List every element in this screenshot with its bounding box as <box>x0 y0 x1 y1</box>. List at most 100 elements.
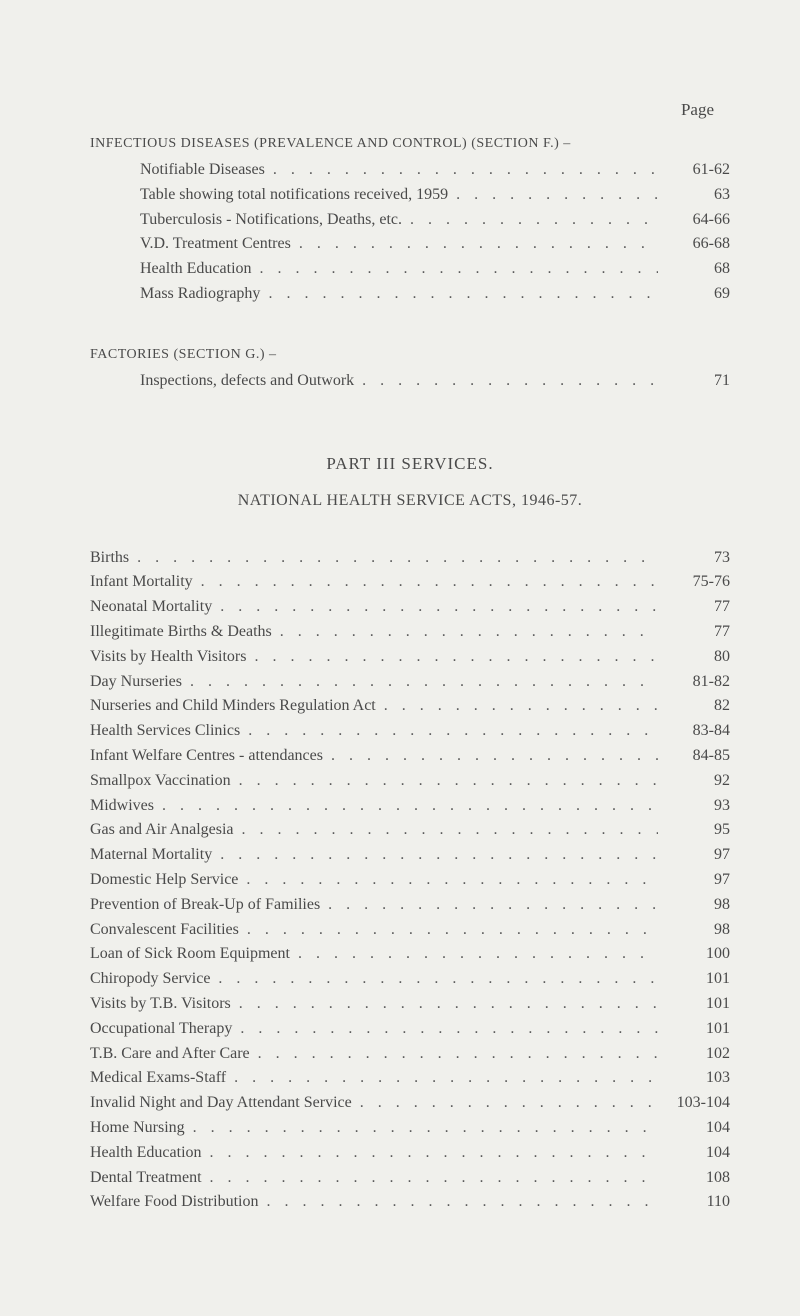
toc-dots: . . . . . . . . . . . . . . . . . . . . … <box>252 257 658 282</box>
toc-page: 98 <box>658 893 730 918</box>
toc-dots: . . . . . . . . . . . . . . . . . . . . … <box>226 1066 658 1091</box>
toc-entry: Loan of Sick Room Equipment. . . . . . .… <box>90 942 730 967</box>
toc-entry: T.B. Care and After Care. . . . . . . . … <box>90 1042 730 1067</box>
toc-title: Notifiable Diseases <box>140 158 265 183</box>
toc-entry: Table showing total notifications receiv… <box>90 183 730 208</box>
toc-dots: . . . . . . . . . . . . . . . . . . . . … <box>240 719 658 744</box>
toc-page: 97 <box>658 868 730 893</box>
toc-dots: . . . . . . . . . . . . . . . . . . . . … <box>193 570 658 595</box>
toc-dots: . . . . . . . . . . . . . . . . . . . . … <box>239 918 658 943</box>
part3-heading: PART III SERVICES. <box>90 454 730 474</box>
toc-dots: . . . . . . . . . . . . . . . . . . . . … <box>323 744 658 769</box>
toc-page: 103 <box>658 1066 730 1091</box>
toc-page: 95 <box>658 818 730 843</box>
toc-page: 77 <box>658 595 730 620</box>
toc-title: V.D. Treatment Centres <box>140 232 291 257</box>
toc-title: Mass Radiography <box>140 282 260 307</box>
toc-entry: Inspections, defects and Outwork. . . . … <box>90 369 730 394</box>
toc-entry: Visits by Health Visitors. . . . . . . .… <box>90 645 730 670</box>
toc-dots: . . . . . . . . . . . . . . . . . . . . … <box>250 1042 658 1067</box>
part3-entries: Births. . . . . . . . . . . . . . . . . … <box>90 546 730 1216</box>
toc-title: Gas and Air Analgesia <box>90 818 234 843</box>
toc-page: 100 <box>658 942 730 967</box>
toc-page: 101 <box>658 992 730 1017</box>
toc-title: Domestic Help Service <box>90 868 238 893</box>
toc-entry: Midwives. . . . . . . . . . . . . . . . … <box>90 794 730 819</box>
toc-title: Midwives <box>90 794 154 819</box>
toc-title: Health Education <box>140 257 252 282</box>
toc-entry: Prevention of Break-Up of Families. . . … <box>90 893 730 918</box>
toc-page: 61-62 <box>658 158 730 183</box>
toc-page: 103-104 <box>658 1091 730 1116</box>
toc-page: 92 <box>658 769 730 794</box>
toc-title: Home Nursing <box>90 1116 185 1141</box>
page-label: Page <box>90 100 730 120</box>
toc-dots: . . . . . . . . . . . . . . . . . . . . … <box>231 769 658 794</box>
toc-dots: . . . . . . . . . . . . . . . . . . . . … <box>212 595 658 620</box>
toc-title: T.B. Care and After Care <box>90 1042 250 1067</box>
toc-title: Convalescent Facilities <box>90 918 239 943</box>
toc-page: 84-85 <box>658 744 730 769</box>
toc-dots: . . . . . . . . . . . . . . . . . . . . … <box>246 645 658 670</box>
toc-title: Day Nurseries <box>90 670 182 695</box>
toc-page: 71 <box>658 369 730 394</box>
toc-page: 81-82 <box>658 670 730 695</box>
toc-title: Maternal Mortality <box>90 843 212 868</box>
toc-entry: Visits by T.B. Visitors. . . . . . . . .… <box>90 992 730 1017</box>
toc-title: Invalid Night and Day Attendant Service <box>90 1091 352 1116</box>
toc-title: Welfare Food Distribution <box>90 1190 258 1215</box>
toc-page: 93 <box>658 794 730 819</box>
toc-entry: Health Education. . . . . . . . . . . . … <box>90 257 730 282</box>
toc-entry: Births. . . . . . . . . . . . . . . . . … <box>90 546 730 571</box>
toc-entry: Notifiable Diseases. . . . . . . . . . .… <box>90 158 730 183</box>
toc-entry: Neonatal Mortality. . . . . . . . . . . … <box>90 595 730 620</box>
toc-title: Occupational Therapy <box>90 1017 232 1042</box>
toc-page: 97 <box>658 843 730 868</box>
toc-entry: Infant Welfare Centres - attendances. . … <box>90 744 730 769</box>
toc-dots: . . . . . . . . . . . . . . . . . . . . … <box>182 670 658 695</box>
toc-dots: . . . . . . . . . . . . . . . . . . . . … <box>402 208 658 233</box>
toc-dots: . . . . . . . . . . . . . . . . . . . . … <box>234 818 658 843</box>
toc-page: 108 <box>658 1166 730 1191</box>
toc-entry: Maternal Mortality. . . . . . . . . . . … <box>90 843 730 868</box>
toc-page: 83-84 <box>658 719 730 744</box>
toc-title: Dental Treatment <box>90 1166 202 1191</box>
toc-title: Births <box>90 546 129 571</box>
toc-title: Inspections, defects and Outwork <box>140 369 354 394</box>
toc-page: 68 <box>658 257 730 282</box>
toc-title: Tuberculosis - Notifications, Deaths, et… <box>140 208 402 233</box>
toc-page: 63 <box>658 183 730 208</box>
toc-entry: Illegitimate Births & Deaths. . . . . . … <box>90 620 730 645</box>
toc-title: Loan of Sick Room Equipment <box>90 942 290 967</box>
toc-page: 104 <box>658 1141 730 1166</box>
toc-entry: Infant Mortality. . . . . . . . . . . . … <box>90 570 730 595</box>
toc-page: 104 <box>658 1116 730 1141</box>
toc-dots: . . . . . . . . . . . . . . . . . . . . … <box>231 992 658 1017</box>
section-heading-infectious: INFECTIOUS DISEASES (PREVALENCE AND CONT… <box>90 136 730 152</box>
toc-title: Illegitimate Births & Deaths <box>90 620 272 645</box>
toc-title: Medical Exams-Staff <box>90 1066 226 1091</box>
toc-entry: V.D. Treatment Centres. . . . . . . . . … <box>90 232 730 257</box>
toc-entry: Occupational Therapy. . . . . . . . . . … <box>90 1017 730 1042</box>
toc-title: Table showing total notifications receiv… <box>140 183 448 208</box>
toc-dots: . . . . . . . . . . . . . . . . . . . . … <box>154 794 658 819</box>
toc-dots: . . . . . . . . . . . . . . . . . . . . … <box>129 546 658 571</box>
toc-dots: . . . . . . . . . . . . . . . . . . . . … <box>232 1017 658 1042</box>
toc-title: Infant Mortality <box>90 570 193 595</box>
toc-page: 110 <box>658 1190 730 1215</box>
toc-entry: Nurseries and Child Minders Regulation A… <box>90 694 730 719</box>
toc-title: Health Services Clinics <box>90 719 240 744</box>
toc-entry: Gas and Air Analgesia. . . . . . . . . .… <box>90 818 730 843</box>
toc-dots: . . . . . . . . . . . . . . . . . . . . … <box>202 1166 658 1191</box>
toc-title: Prevention of Break-Up of Families <box>90 893 320 918</box>
toc-entry: Medical Exams-Staff. . . . . . . . . . .… <box>90 1066 730 1091</box>
toc-page: 77 <box>658 620 730 645</box>
toc-dots: . . . . . . . . . . . . . . . . . . . . … <box>272 620 658 645</box>
toc-page: 98 <box>658 918 730 943</box>
toc-page: 69 <box>658 282 730 307</box>
toc-page: 75-76 <box>658 570 730 595</box>
toc-dots: . . . . . . . . . . . . . . . . . . . . … <box>258 1190 658 1215</box>
toc-title: Visits by T.B. Visitors <box>90 992 231 1017</box>
toc-page: 66-68 <box>658 232 730 257</box>
factories-entries: Inspections, defects and Outwork. . . . … <box>90 369 730 394</box>
